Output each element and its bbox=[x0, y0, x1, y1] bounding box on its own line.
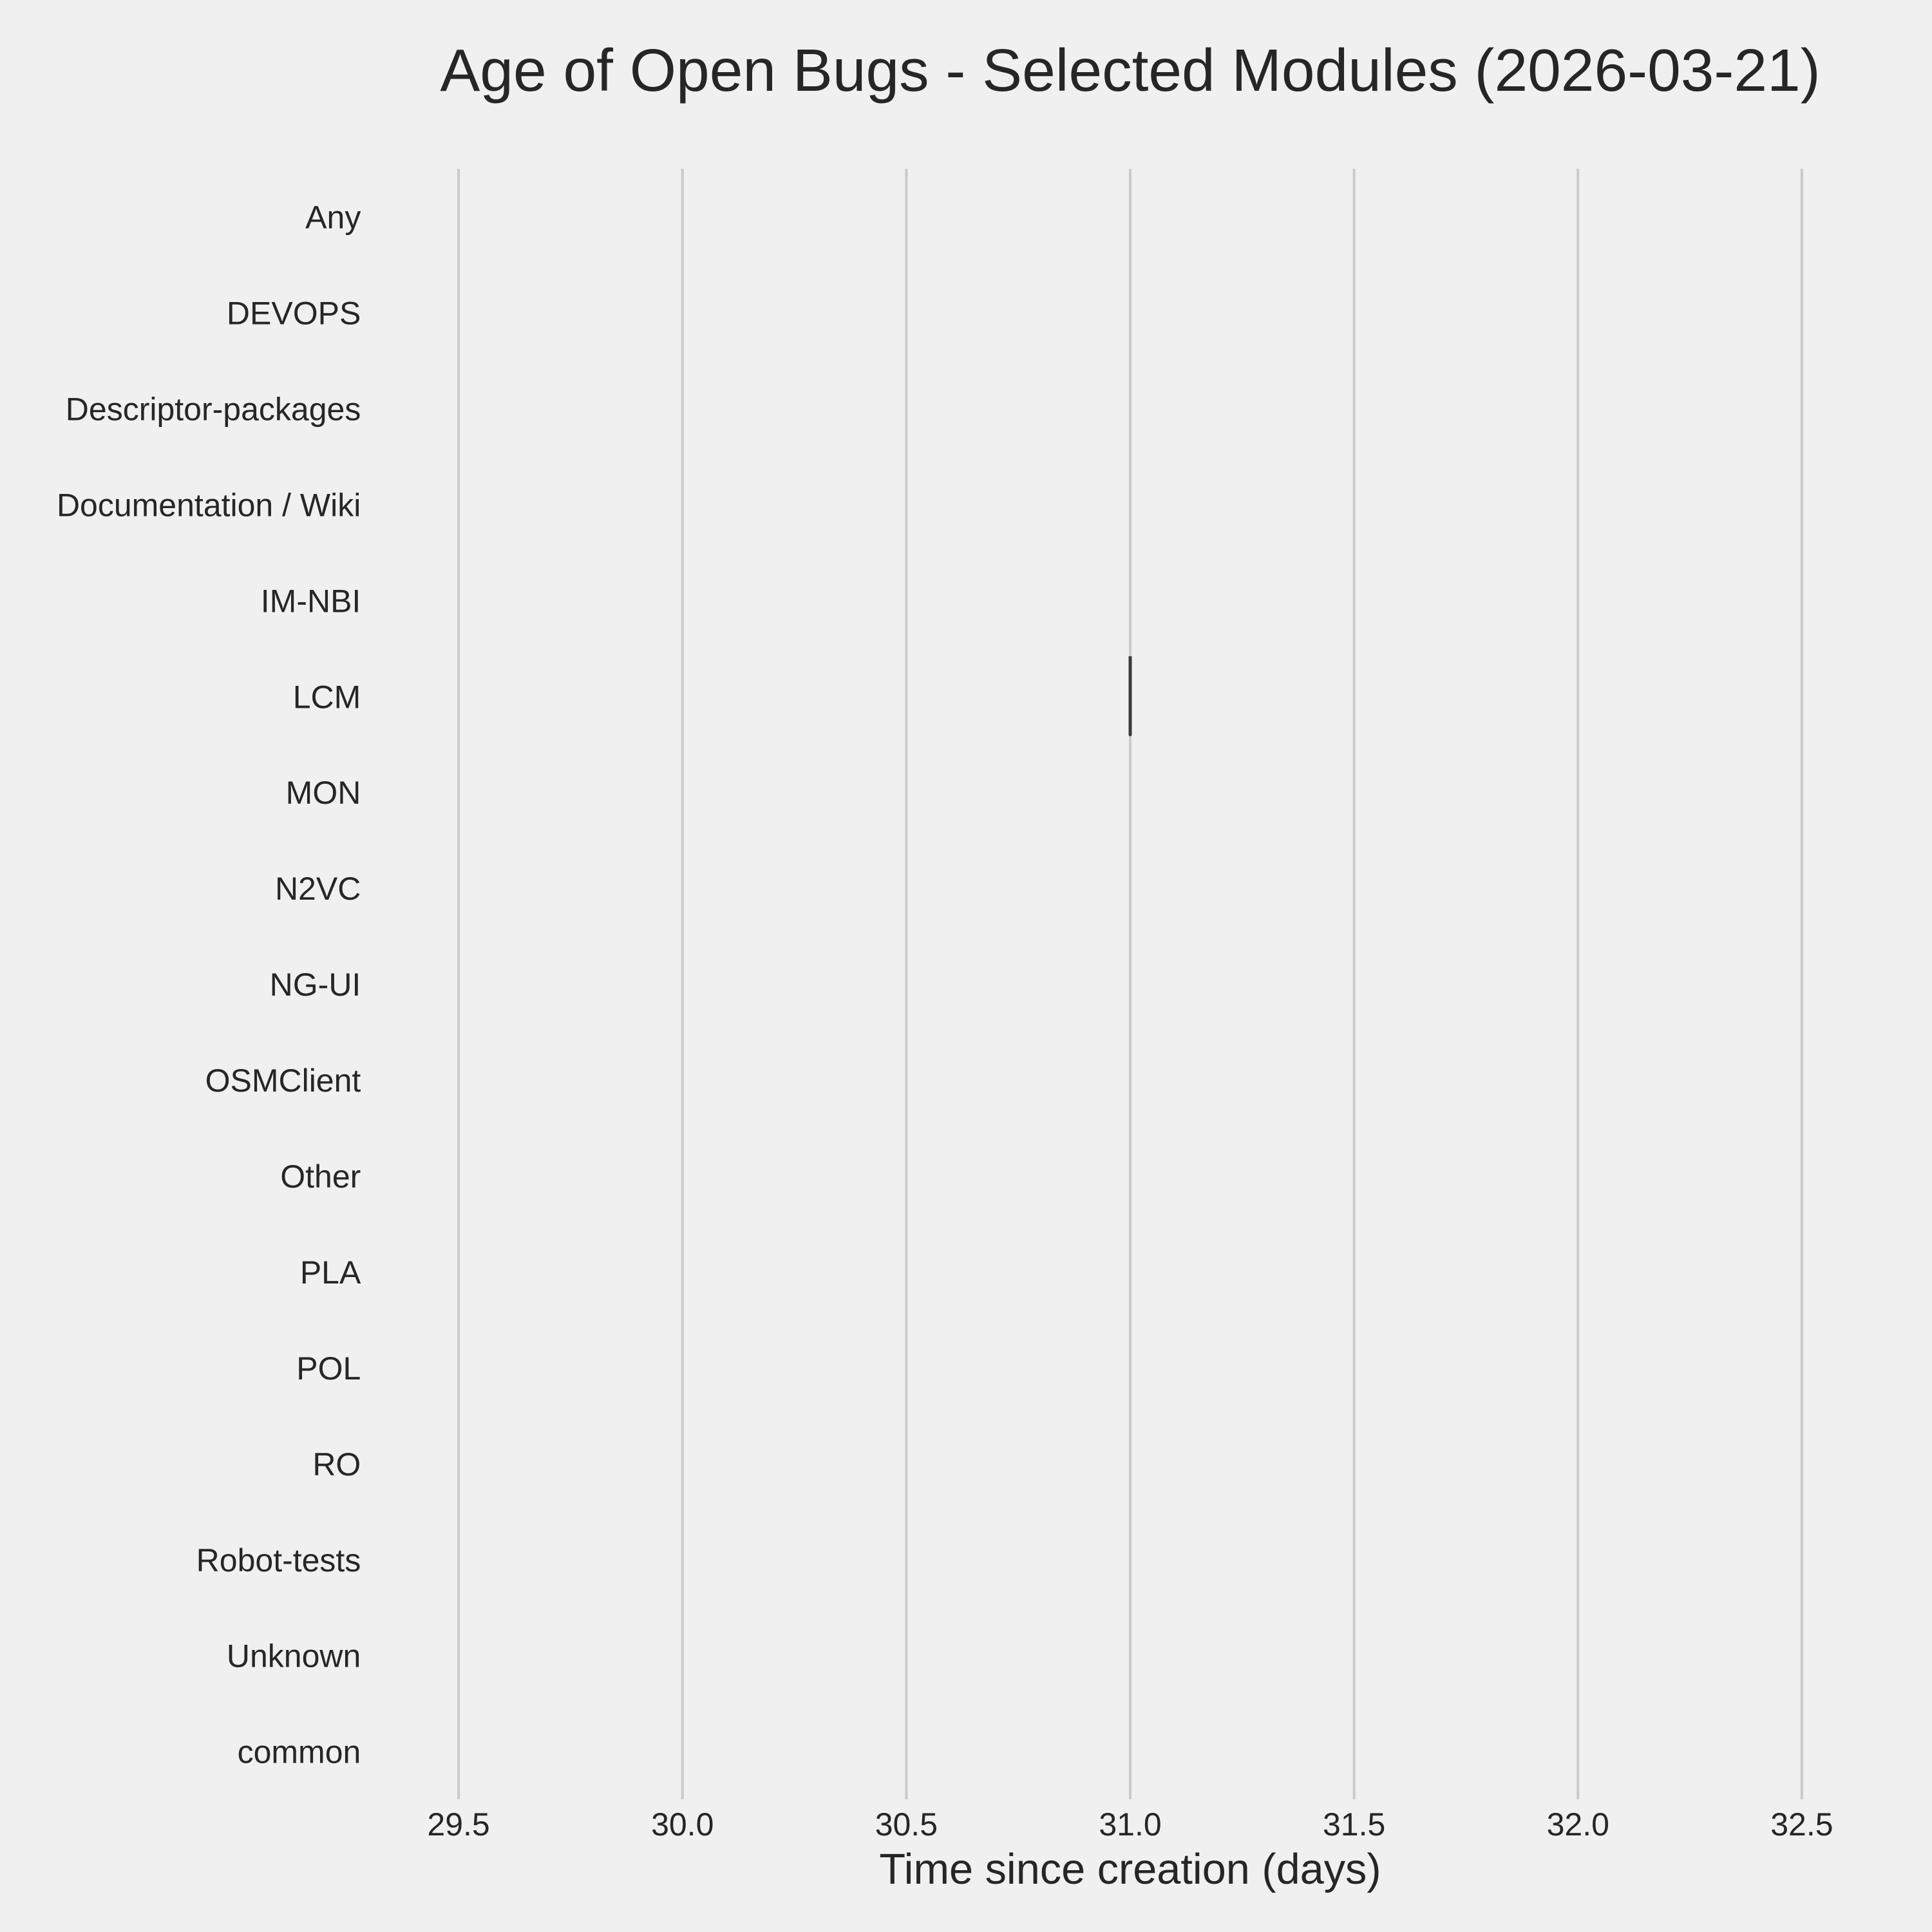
svg-text:32.5: 32.5 bbox=[1770, 1806, 1833, 1842]
svg-text:NG-UI: NG-UI bbox=[270, 967, 361, 1003]
svg-text:RO: RO bbox=[312, 1446, 361, 1482]
svg-text:Other: Other bbox=[280, 1159, 361, 1195]
svg-text:IM-NBI: IM-NBI bbox=[261, 583, 361, 619]
svg-text:DEVOPS: DEVOPS bbox=[227, 296, 361, 332]
svg-text:30.5: 30.5 bbox=[875, 1806, 938, 1842]
svg-text:31.0: 31.0 bbox=[1099, 1806, 1161, 1842]
svg-text:30.0: 30.0 bbox=[651, 1806, 714, 1842]
svg-text:MON: MON bbox=[286, 775, 361, 811]
svg-text:Time since creation (days): Time since creation (days) bbox=[879, 1846, 1381, 1893]
svg-text:PLA: PLA bbox=[300, 1255, 361, 1291]
svg-text:OSMClient: OSMClient bbox=[205, 1063, 361, 1099]
svg-text:32.0: 32.0 bbox=[1547, 1806, 1609, 1842]
svg-text:LCM: LCM bbox=[293, 679, 361, 715]
svg-text:Descriptor-packages: Descriptor-packages bbox=[66, 391, 361, 427]
svg-text:Robot-tests: Robot-tests bbox=[196, 1542, 361, 1578]
svg-text:Any: Any bbox=[305, 200, 361, 236]
svg-text:common: common bbox=[238, 1734, 361, 1770]
svg-text:N2VC: N2VC bbox=[275, 871, 361, 907]
svg-text:31.5: 31.5 bbox=[1323, 1806, 1385, 1842]
svg-text:Unknown: Unknown bbox=[227, 1638, 361, 1674]
svg-text:Documentation / Wiki: Documentation / Wiki bbox=[57, 487, 361, 523]
svg-text:29.5: 29.5 bbox=[427, 1806, 489, 1842]
svg-text:POL: POL bbox=[296, 1350, 361, 1387]
svg-text:Age of Open Bugs - Selected Mo: Age of Open Bugs - Selected Modules (202… bbox=[440, 37, 1820, 104]
